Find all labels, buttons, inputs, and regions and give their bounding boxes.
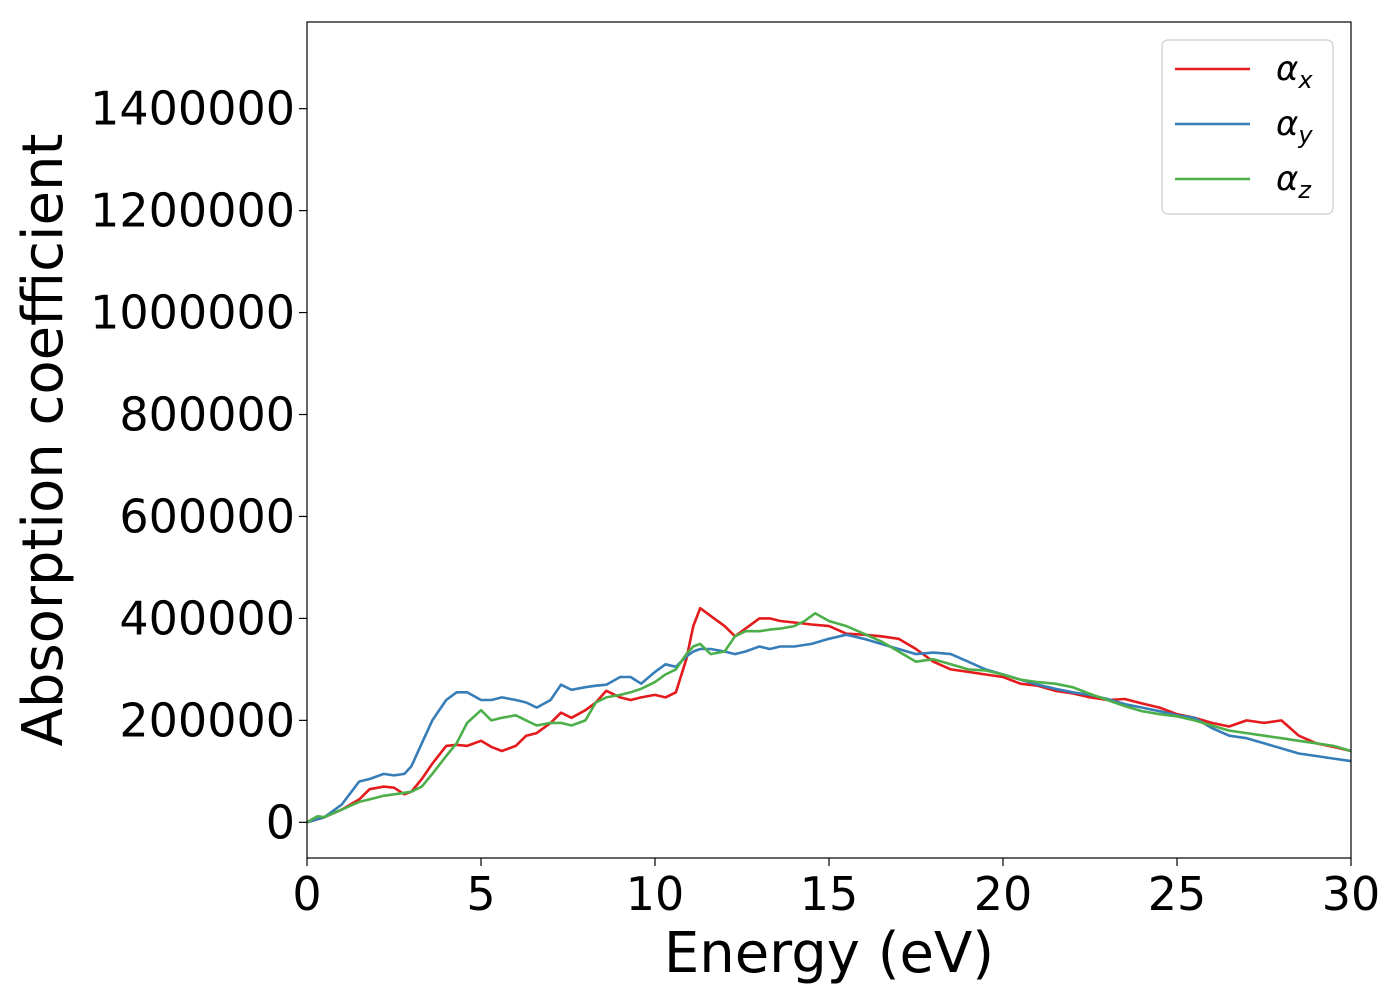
y-tick-label: 800000 — [119, 388, 295, 442]
y-tick-label: 400000 — [119, 591, 295, 645]
y-tick-label: 1400000 — [90, 82, 295, 136]
legend-symbol: α — [1276, 104, 1298, 144]
legend-symbol: α — [1276, 49, 1298, 89]
x-tick-label: 20 — [974, 867, 1033, 921]
legend-label-y: αy — [1276, 104, 1313, 149]
legend-label-x: αx — [1276, 49, 1313, 94]
legend-label-z: αz — [1276, 159, 1312, 204]
legend-subscript: z — [1297, 176, 1312, 204]
y-tick-label: 0 — [266, 795, 295, 849]
x-tick-label: 15 — [800, 867, 859, 921]
y-tick-label: 1200000 — [90, 184, 295, 238]
x-axis-label: Energy (eV) — [664, 921, 994, 986]
series-line-x — [307, 606, 1351, 824]
legend-subscript: x — [1297, 66, 1313, 94]
x-tick-label: 25 — [1148, 867, 1207, 921]
series-line-y — [307, 633, 1351, 824]
legend-symbol: α — [1276, 159, 1298, 199]
y-axis: 0 200000 400000 600000 800000 1000000 1200000 1… — [90, 82, 307, 849]
y-axis-label: Absorption coefficient — [11, 134, 76, 747]
x-tick-label: 0 — [292, 867, 321, 921]
series-line-z — [307, 611, 1351, 824]
x-tick-label: 10 — [626, 867, 685, 921]
legend-subscript: y — [1297, 121, 1313, 149]
y-tick-label: 200000 — [119, 693, 295, 747]
x-axis: 0 5 10 15 20 25 30 — [292, 858, 1380, 921]
x-tick-label: 5 — [466, 867, 495, 921]
y-tick-label: 1000000 — [90, 286, 295, 340]
legend-box — [1161, 39, 1334, 215]
x-tick-label: 30 — [1322, 867, 1381, 921]
y-tick-label: 600000 — [119, 489, 295, 543]
series-layer — [307, 606, 1351, 824]
